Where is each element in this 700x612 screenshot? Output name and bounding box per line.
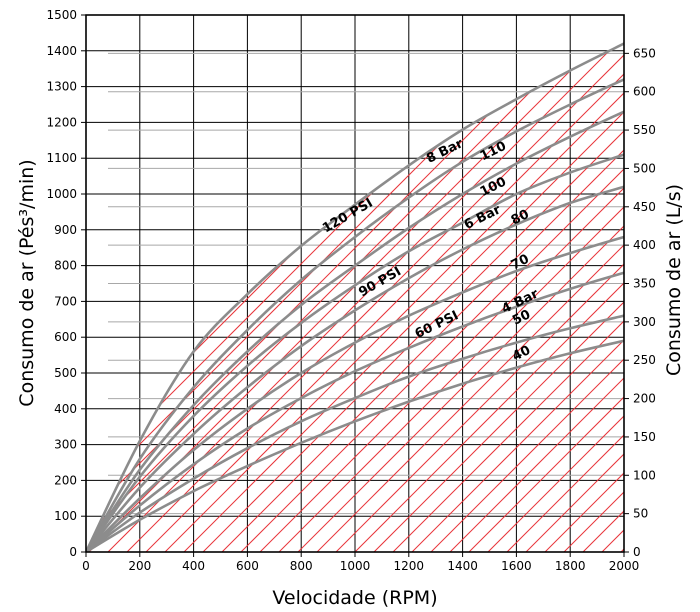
y-left-tick-label: 300: [54, 438, 77, 452]
hatch-line: [86, 43, 524, 552]
x-tick-label: 2000: [609, 559, 640, 573]
y-left-tick-label: 1400: [46, 44, 77, 58]
hatch-line: [316, 43, 624, 552]
hatch-line: [86, 43, 581, 552]
hatch-line: [335, 43, 624, 552]
hatch-line: [487, 43, 624, 552]
y-right-tick-label: 650: [633, 46, 656, 60]
curve-40: [86, 339, 624, 552]
y-left-tick-label: 900: [54, 223, 77, 237]
hatch-line: [86, 43, 624, 552]
curve-70: [86, 235, 624, 552]
hatch-line: [88, 43, 624, 552]
y-left-tick-label: 700: [54, 294, 77, 308]
hatch-line: [86, 43, 619, 552]
hatch-line: [86, 43, 624, 552]
hatch-line: [354, 43, 624, 552]
y-right-tick-label: 50: [633, 507, 648, 521]
axes: 0 200 400 600 800 1000 1200 1400 1600 1800 2000010…: [46, 8, 655, 573]
hatched-region: [86, 43, 624, 552]
x-tick-label: 0: [82, 559, 90, 573]
curve-100: [86, 110, 624, 552]
hatch-line: [145, 43, 624, 552]
y-right-tick-label: 250: [633, 353, 656, 367]
hatch-line: [164, 43, 624, 552]
hatch-line: [86, 43, 624, 552]
y-right-tick-label: 400: [633, 238, 656, 252]
y-left-tick-label: 1200: [46, 115, 77, 129]
hatch-line: [86, 43, 600, 552]
y-left-axis-title: Consumo de ar (Pés³/min): [16, 159, 38, 406]
hatch-line: [278, 43, 624, 552]
hatch-line: [297, 43, 624, 552]
hatch-line: [430, 43, 624, 552]
y-right-tick-label: 500: [633, 161, 656, 175]
hatch-line: [373, 43, 624, 552]
hatch-line: [107, 43, 624, 552]
grid: [85, 14, 625, 553]
curve-60-psi: [86, 271, 624, 552]
curve-80: [86, 185, 624, 552]
hatch-line: [126, 43, 624, 552]
hatch-line: [392, 43, 624, 552]
y-left-tick-label: 1300: [46, 80, 77, 94]
y-right-tick-label: 300: [633, 315, 656, 329]
x-tick-label: 1600: [501, 559, 532, 573]
y-left-tick-label: 400: [54, 402, 77, 416]
hatch-line: [259, 43, 624, 552]
hatch-line: [86, 43, 624, 552]
hatch-line: [86, 43, 258, 552]
y-left-tick-label: 0: [69, 545, 77, 559]
curve-label: 110: [478, 139, 509, 164]
curve-110: [86, 78, 624, 552]
y-right-tick-label: 200: [633, 392, 656, 406]
y-right-tick-label: 550: [633, 123, 656, 137]
curve-label: 80: [509, 207, 532, 228]
y-left-tick-label: 1100: [46, 151, 77, 165]
curve-50: [86, 314, 624, 552]
x-tick-label: 1400: [447, 559, 478, 573]
hatch-line: [221, 43, 624, 552]
hatch-line: [202, 43, 624, 552]
x-tick-label: 1200: [394, 559, 425, 573]
y-right-tick-label: 600: [633, 85, 656, 99]
hatch-line: [183, 43, 624, 552]
plot-frame: [85, 14, 625, 553]
x-tick-label: 200: [128, 559, 151, 573]
y-right-tick-label: 100: [633, 468, 656, 482]
hatch-line: [240, 43, 624, 552]
curve-90-psi: [86, 153, 624, 552]
hatch-line: [86, 43, 277, 552]
y-left-tick-label: 100: [54, 509, 77, 523]
hatch-line: [86, 43, 562, 552]
curves: [86, 42, 624, 552]
x-tick-label: 400: [182, 559, 205, 573]
y-right-tick-label: 450: [633, 200, 656, 214]
y-left-tick-label: 600: [54, 330, 77, 344]
x-tick-label: 1800: [555, 559, 586, 573]
y-left-tick-label: 1000: [46, 187, 77, 201]
y-right-tick-label: 150: [633, 430, 656, 444]
hatch-line: [449, 43, 624, 552]
y-left-tick-label: 500: [54, 366, 77, 380]
curve-label: 50: [510, 307, 533, 328]
x-tick-label: 1000: [340, 559, 371, 573]
curve-120-psi: [86, 42, 624, 552]
hatch-line: [468, 43, 624, 552]
curve-label: 100: [478, 175, 509, 200]
x-axis-title: Velocidade (RPM): [272, 587, 437, 609]
y-right-tick-label: 350: [633, 277, 656, 291]
y-right-tick-label: 0: [633, 545, 641, 559]
y-left-tick-label: 200: [54, 473, 77, 487]
x-tick-label: 800: [290, 559, 313, 573]
y-left-tick-label: 1500: [46, 8, 77, 22]
hatch-line: [411, 43, 624, 552]
y-left-tick-label: 800: [54, 259, 77, 273]
curve-label: 40: [510, 343, 533, 364]
y-right-axis-title: Consumo de ar (L/s): [663, 184, 685, 376]
curve-label: 70: [509, 252, 532, 273]
x-tick-label: 600: [236, 559, 259, 573]
